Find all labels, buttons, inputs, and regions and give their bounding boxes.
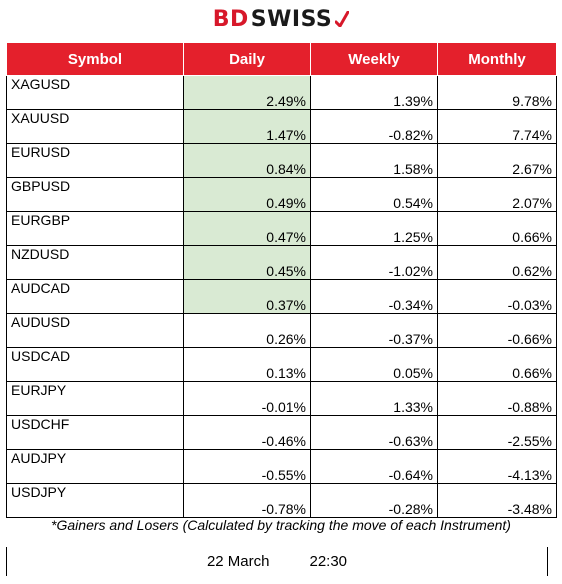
weekly-cell: 0.54%: [310, 177, 438, 212]
timestamp-time: 22:30: [309, 553, 348, 570]
daily-cell: 0.47%: [183, 211, 311, 246]
daily-cell: 0.26%: [183, 313, 311, 348]
table-row: AUDCAD 0.37% -0.34% -0.03%: [6, 279, 557, 314]
symbol-cell: AUDUSD: [6, 313, 184, 348]
symbol-cell: NZDUSD: [6, 245, 184, 280]
table-row: AUDUSD 0.26% -0.37% -0.66%: [6, 313, 557, 348]
symbol-cell: USDCAD: [6, 347, 184, 382]
brand-wordmark: BD SWISS: [213, 7, 350, 32]
monthly-cell: -0.66%: [437, 313, 557, 348]
table-row: EURUSD 0.84% 1.58% 2.67%: [6, 143, 557, 178]
monthly-cell: 0.66%: [437, 211, 557, 246]
daily-cell: 0.37%: [183, 279, 311, 314]
daily-cell: -0.46%: [183, 415, 311, 450]
header-symbol: Symbol: [6, 42, 184, 76]
monthly-cell: 9.78%: [437, 75, 557, 110]
weekly-cell: 1.33%: [310, 381, 438, 416]
brand-part2: SWISS: [250, 6, 333, 32]
symbol-cell: AUDJPY: [6, 449, 184, 484]
table-row: USDCHF -0.46% -0.63% -2.55%: [6, 415, 557, 450]
daily-cell: 0.49%: [183, 177, 311, 212]
weekly-cell: -0.34%: [310, 279, 438, 314]
footnote: *Gainers and Losers (Calculated by track…: [51, 517, 511, 533]
symbol-cell: AUDCAD: [6, 279, 184, 314]
table-row: XAGUSD 2.49% 1.39% 9.78%: [6, 75, 557, 110]
weekly-cell: -0.64%: [310, 449, 438, 484]
monthly-cell: -0.03%: [437, 279, 557, 314]
check-mark-icon: [335, 11, 350, 27]
table-row: USDJPY -0.78% -0.28% -3.48%: [6, 483, 557, 518]
weekly-cell: -0.82%: [310, 109, 438, 144]
symbol-cell: XAGUSD: [6, 75, 184, 110]
brand-logo: BD SWISS: [0, 6, 562, 32]
table-row: EURJPY -0.01% 1.33% -0.88%: [6, 381, 557, 416]
symbol-cell: EURUSD: [6, 143, 184, 178]
daily-cell: -0.78%: [183, 483, 311, 518]
table-row: EURGBP 0.47% 1.25% 0.66%: [6, 211, 557, 246]
weekly-cell: -0.37%: [310, 313, 438, 348]
symbol-cell: EURJPY: [6, 381, 184, 416]
monthly-cell: 7.74%: [437, 109, 557, 144]
monthly-cell: 0.66%: [437, 347, 557, 382]
daily-cell: 2.49%: [183, 75, 311, 110]
monthly-cell: 2.07%: [437, 177, 557, 212]
header-monthly: Monthly: [437, 42, 557, 76]
daily-cell: -0.55%: [183, 449, 311, 484]
daily-cell: 0.45%: [183, 245, 311, 280]
monthly-cell: -2.55%: [437, 415, 557, 450]
monthly-cell: -3.48%: [437, 483, 557, 518]
monthly-cell: -4.13%: [437, 449, 557, 484]
timestamp-box: 22 March 22:30: [6, 547, 548, 576]
weekly-cell: -0.63%: [310, 415, 438, 450]
daily-cell: 1.47%: [183, 109, 311, 144]
daily-cell: 0.13%: [183, 347, 311, 382]
performance-table: Symbol Daily Weekly Monthly XAGUSD 2.49% 1…: [6, 42, 557, 518]
symbol-cell: USDJPY: [6, 483, 184, 518]
monthly-cell: 0.62%: [437, 245, 557, 280]
weekly-cell: 0.05%: [310, 347, 438, 382]
daily-cell: 0.84%: [183, 143, 311, 178]
table-row: USDCAD 0.13% 0.05% 0.66%: [6, 347, 557, 382]
weekly-cell: 1.58%: [310, 143, 438, 178]
header-daily: Daily: [183, 42, 311, 76]
table-row: XAUUSD 1.47% -0.82% 7.74%: [6, 109, 557, 144]
symbol-cell: USDCHF: [6, 415, 184, 450]
brand-part1: BD: [212, 6, 249, 32]
table-row: AUDJPY -0.55% -0.64% -4.13%: [6, 449, 557, 484]
symbol-cell: GBPUSD: [6, 177, 184, 212]
symbol-cell: XAUUSD: [6, 109, 184, 144]
weekly-cell: -0.28%: [310, 483, 438, 518]
table-header-row: Symbol Daily Weekly Monthly: [6, 42, 557, 76]
monthly-cell: 2.67%: [437, 143, 557, 178]
symbol-cell: EURGBP: [6, 211, 184, 246]
weekly-cell: 1.39%: [310, 75, 438, 110]
header-weekly: Weekly: [310, 42, 438, 76]
timestamp-date: 22 March: [206, 553, 270, 570]
weekly-cell: -1.02%: [310, 245, 438, 280]
table-row: GBPUSD 0.49% 0.54% 2.07%: [6, 177, 557, 212]
monthly-cell: -0.88%: [437, 381, 557, 416]
weekly-cell: 1.25%: [310, 211, 438, 246]
daily-cell: -0.01%: [183, 381, 311, 416]
table-row: NZDUSD 0.45% -1.02% 0.62%: [6, 245, 557, 280]
